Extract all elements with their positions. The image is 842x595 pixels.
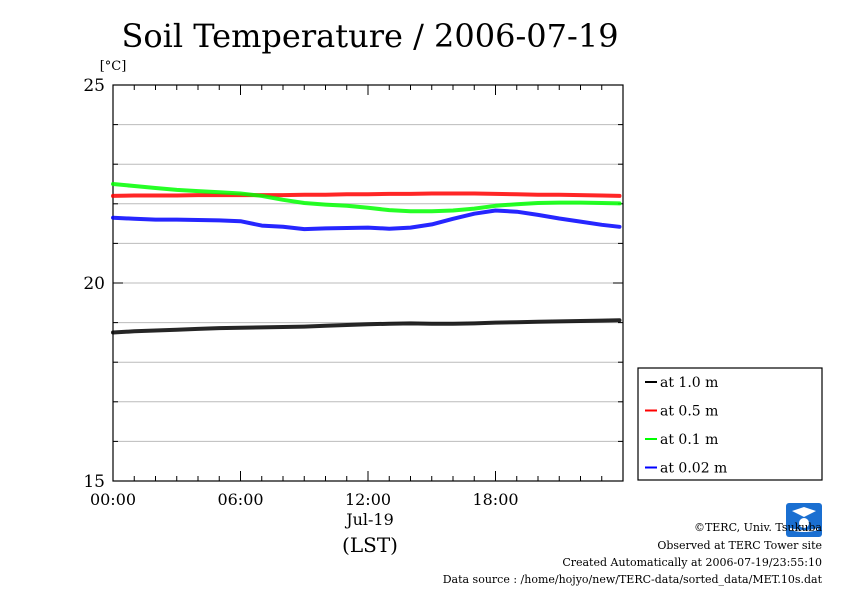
legend-label: at 0.02 m <box>660 461 727 477</box>
legend-box <box>637 367 823 481</box>
series-lines <box>111 182 622 335</box>
legend-label: at 0.5 m <box>660 404 718 420</box>
legend-label: at 0.1 m <box>660 432 718 448</box>
y-ticks: 15 20 25 <box>83 76 623 492</box>
x-tick-label: 18:00 <box>472 490 518 509</box>
grid <box>113 124 623 442</box>
x-tick-label: 06:00 <box>217 490 263 509</box>
y-tick-label: 25 <box>83 76 105 96</box>
x-date-label: Jul-19 <box>344 510 394 529</box>
created-text: Created Automatically at 2006-07-19/23:5… <box>562 556 822 569</box>
y-axis-label: [°C] <box>100 59 127 74</box>
legend-label: at 1.0 m <box>660 375 718 391</box>
x-tick-label: 00:00 <box>90 490 136 509</box>
site-text: Observed at TERC Tower site <box>657 539 822 552</box>
copyright-text: ©TERC, Univ. Tsukuba <box>693 521 822 534</box>
series-line-at-0-1-m <box>111 182 622 214</box>
x-axis-label: (LST) <box>342 533 398 557</box>
y-tick-label: 20 <box>83 274 105 294</box>
x-ticks: 00:00 06:00 12:00 18:00 <box>90 85 624 509</box>
source-text: Data source : /home/hojyo/new/TERC-data/… <box>442 573 822 586</box>
terc-logo-icon <box>786 503 822 537</box>
chart-title: Soil Temperature / 2006-07-19 <box>121 17 618 55</box>
series-line-at-1-0-m <box>111 318 622 335</box>
x-tick-label: 12:00 <box>345 490 391 509</box>
series-line-at-0-5-m <box>111 191 622 198</box>
legend: at 1.0 m at 0.5 m at 0.1 m at 0.02 m <box>645 375 727 477</box>
series-line-at-0-02-m <box>111 208 622 232</box>
y-tick-label: 15 <box>83 472 105 492</box>
